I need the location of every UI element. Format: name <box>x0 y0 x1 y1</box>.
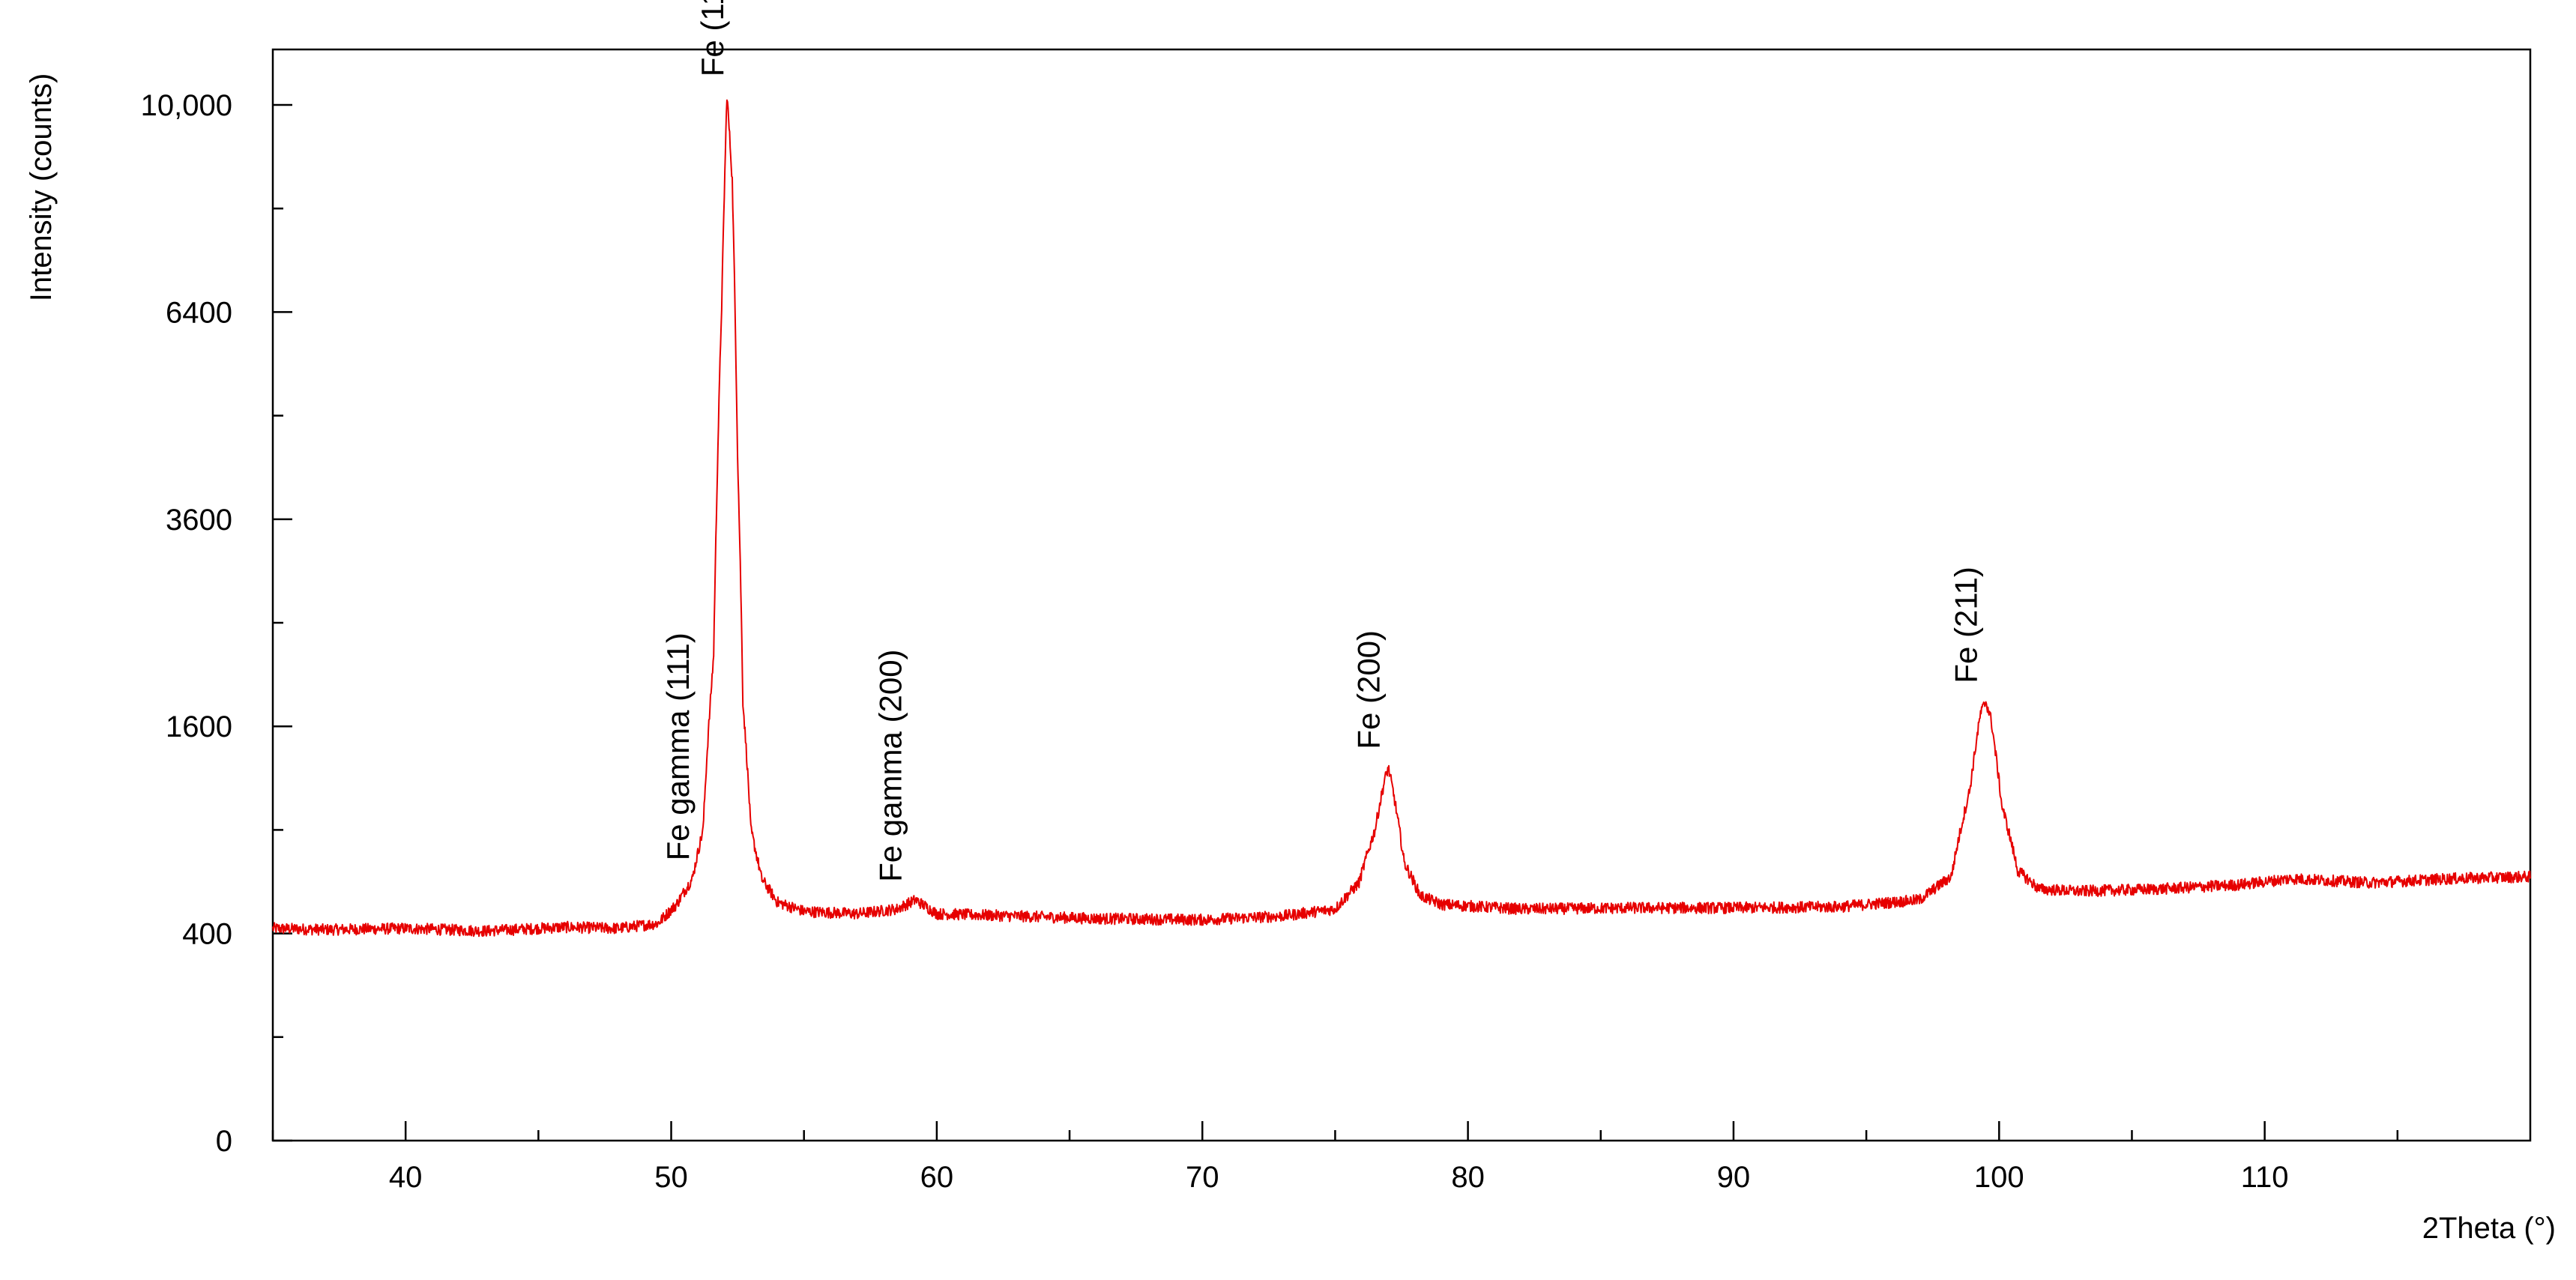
x-axis-ticks: 40 50 60 70 80 90 100 110 <box>389 1121 2289 1194</box>
peak-annotations: Fe gamma (111) Fe (110) Fe gamma (200) Fe (… <box>660 0 1984 882</box>
peak-label: Fe gamma (111) <box>660 633 696 860</box>
x-minor-ticks <box>271 1130 2399 1141</box>
series-line-intensity <box>272 99 2531 938</box>
x-tick-label: 50 <box>654 1161 688 1194</box>
plot-frame <box>271 48 2532 1142</box>
peak-label: Fe gamma (200) <box>872 649 908 881</box>
peak-label: Fe (110) <box>695 0 730 76</box>
x-tick-label: 70 <box>1186 1161 1219 1194</box>
y-tick-label: 400 <box>182 918 232 951</box>
y-axis-title: Intensity (counts) <box>25 73 58 302</box>
x-tick-label: 110 <box>2241 1161 2289 1194</box>
x-tick-label: 80 <box>1451 1161 1485 1194</box>
y-tick-label: 3600 <box>166 504 232 537</box>
y-axis-ticks: 0 400 1600 3600 6400 10,000 <box>141 89 292 1158</box>
peak-label: Fe (211) <box>1949 567 1984 683</box>
x-tick-label: 100 <box>1974 1161 2024 1194</box>
y-tick-label: 0 <box>216 1125 232 1158</box>
y-minor-ticks <box>273 207 283 1039</box>
y-tick-label: 6400 <box>166 296 232 329</box>
x-axis-title: 2Theta (°) <box>2422 1212 2556 1245</box>
x-tick-label: 90 <box>1717 1161 1751 1194</box>
peak-label: Fe (200) <box>1351 630 1386 749</box>
x-tick-label: 60 <box>920 1161 954 1194</box>
y-tick-label: 10,000 <box>141 89 232 122</box>
y-tick-label: 1600 <box>166 710 232 743</box>
x-tick-label: 40 <box>389 1161 423 1194</box>
